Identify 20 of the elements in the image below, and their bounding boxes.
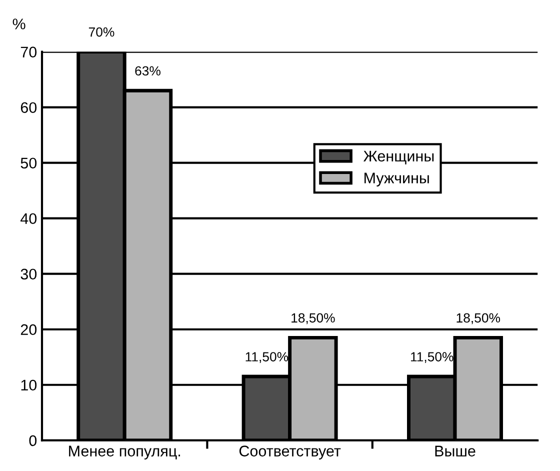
y-tick-label: 70 <box>20 46 37 58</box>
data-label: 70% <box>88 27 114 37</box>
legend-label: Мужчины <box>364 172 429 186</box>
data-label: 11,50% <box>410 352 454 363</box>
data-label: 11,50% <box>246 352 288 363</box>
y-tick-label: 0 <box>29 435 37 446</box>
legend-label: Женщины <box>363 150 434 164</box>
y-tick-label: 60 <box>20 102 37 114</box>
x-tick-label: Менее популяц. <box>69 446 180 460</box>
y-tick-label: 20 <box>20 324 37 336</box>
data-label: 18,50% <box>456 313 500 324</box>
x-tick-label: Выше <box>435 446 476 456</box>
x-tick-label: Соответствует <box>239 446 341 460</box>
y-tick-label: 30 <box>20 268 37 280</box>
y-axis-title: % <box>12 18 26 30</box>
y-tick-label: 50 <box>20 158 37 169</box>
data-label: 63% <box>135 66 160 76</box>
y-tick-label: 10 <box>21 380 37 391</box>
y-tick-label: 40 <box>20 213 37 224</box>
data-label: 18,50% <box>292 313 335 324</box>
